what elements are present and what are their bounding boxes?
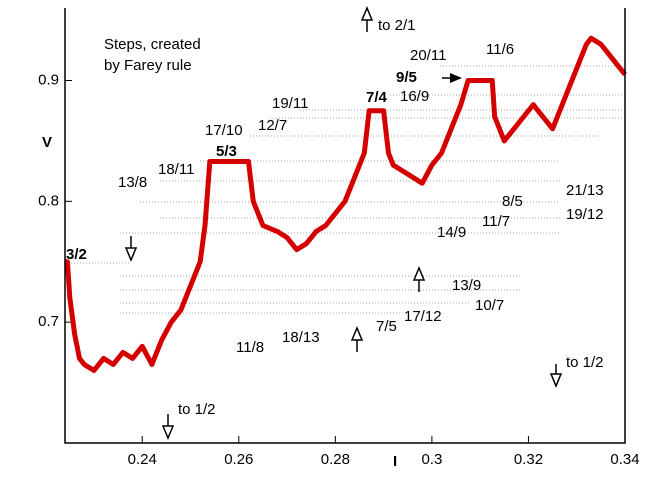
annotation: 9/5	[396, 69, 417, 86]
annotation: 11/7	[482, 213, 510, 230]
reference-lines	[65, 65, 625, 314]
arrows	[124, 6, 563, 440]
y-tick-label: 0.8	[38, 192, 59, 209]
annotation: 14/9	[437, 224, 466, 241]
annotation: 20/11	[410, 47, 446, 64]
annotation: 18/13	[282, 329, 320, 346]
annotation: 18/11	[158, 161, 194, 178]
annotation: 7/4	[366, 89, 388, 106]
y-axis-title: V	[42, 134, 52, 151]
annotation: to 2/1	[378, 17, 416, 34]
axes	[64, 8, 626, 444]
annotation: 10/7	[475, 297, 504, 314]
annotation: 21/13	[566, 182, 604, 199]
y-tick-label: 0.9	[38, 71, 59, 88]
annotation: Steps, created	[104, 36, 201, 53]
annotation: 16/9	[400, 88, 429, 105]
annotation: by Farey rule	[104, 57, 192, 74]
annotation: 12/7	[258, 117, 287, 134]
annotation: 19/11	[272, 95, 308, 112]
x-tick-label: 0.28	[321, 451, 350, 468]
annotation: 3/2	[66, 246, 87, 263]
annotation: 11/8	[236, 339, 264, 356]
x-tick-label: 0.26	[224, 451, 253, 468]
annotation: to 1/2	[178, 401, 216, 418]
annotation: 13/9	[452, 277, 481, 294]
annotation: 19/12	[566, 206, 604, 223]
x-tick-label: 0.3	[421, 451, 442, 468]
x-axis-title: I	[393, 453, 397, 470]
annotation: 8/5	[502, 193, 523, 210]
annotation: 11/6	[486, 41, 514, 58]
x-tick-label: 0.34	[610, 451, 639, 468]
annotation: 17/12	[404, 308, 442, 325]
annotation: 7/5	[376, 318, 397, 335]
x-tick-label: 0.24	[128, 451, 157, 468]
annotation: to 1/2	[566, 354, 604, 371]
annotation: 13/8	[118, 174, 147, 191]
annotation: 5/3	[216, 143, 237, 160]
data-line	[64, 35, 627, 373]
annotation: 17/10	[205, 122, 243, 139]
x-tick-label: 0.32	[514, 451, 543, 468]
y-tick-label: 0.7	[38, 313, 59, 330]
